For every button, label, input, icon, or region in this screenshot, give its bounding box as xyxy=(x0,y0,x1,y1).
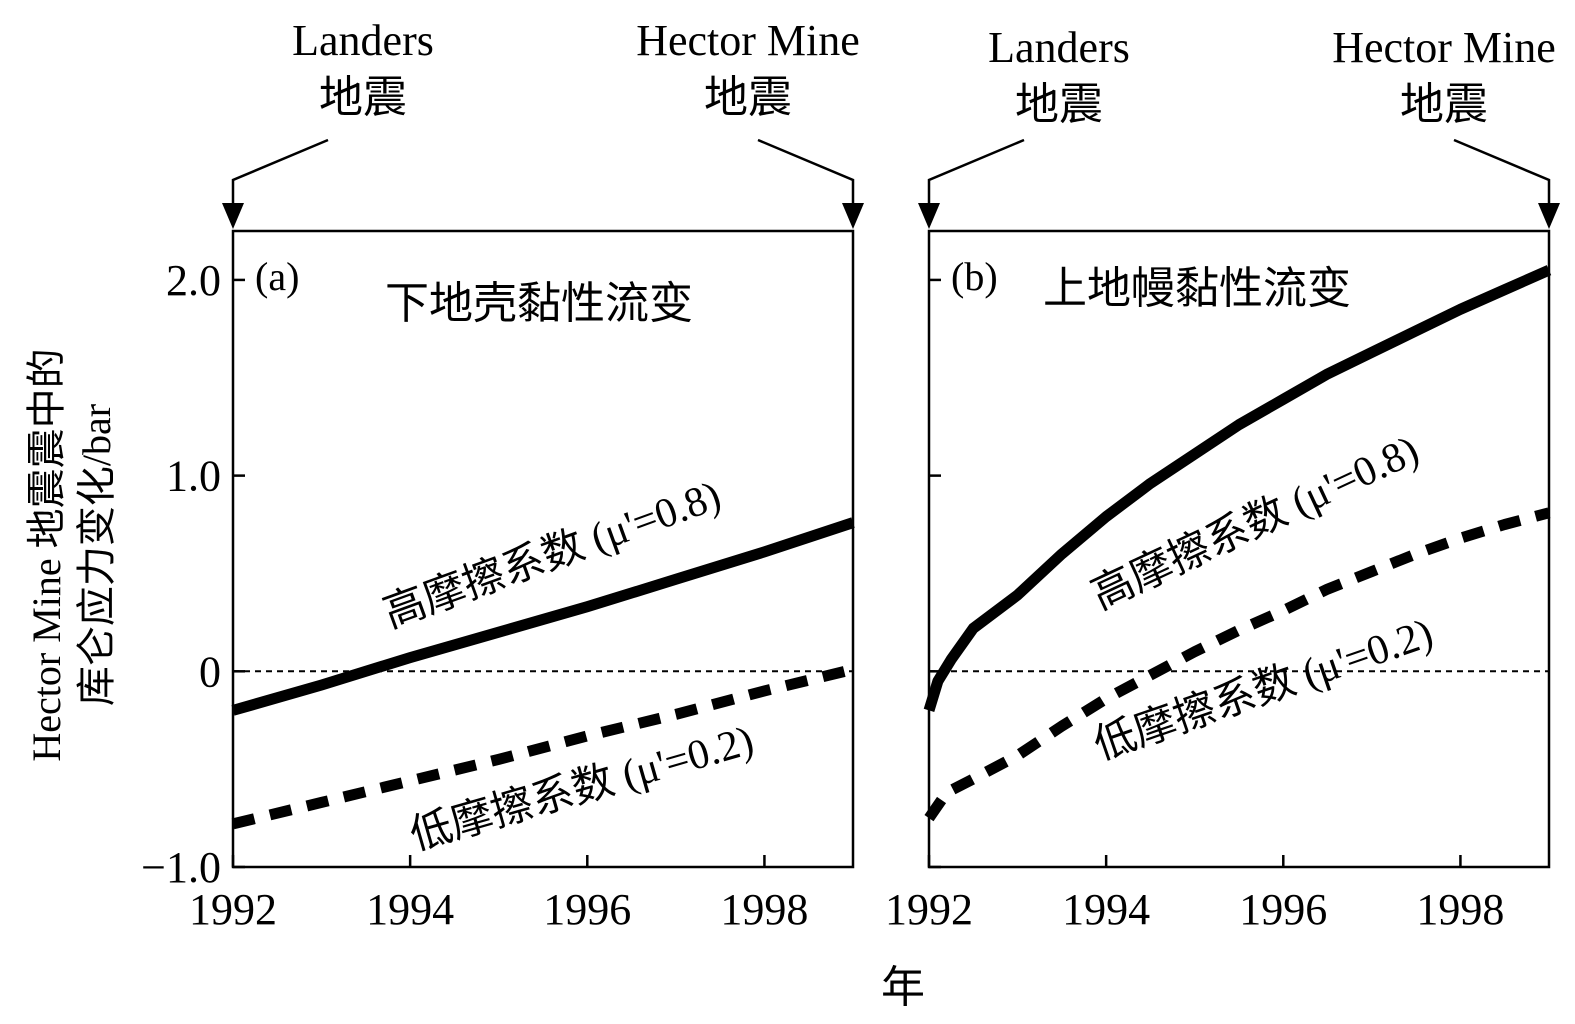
high-friction-curve xyxy=(923,265,1552,712)
high-friction-curve xyxy=(231,517,855,716)
event-label: 地震 xyxy=(1400,80,1488,129)
x-tick-label: 1992 xyxy=(189,885,277,934)
low-friction-label: 低摩擦系数 (μ'=0.2) xyxy=(1088,610,1439,770)
event-arrowhead xyxy=(918,203,940,229)
x-axis-title: 年 xyxy=(881,963,925,1012)
event-label: Landers xyxy=(292,16,434,65)
event-arrow xyxy=(927,138,1025,211)
panel-a: 1992 1994 1996 1998−1.001.02.0 (a)下地壳黏性流变高摩擦… xyxy=(141,16,864,934)
plot-frame xyxy=(927,229,1551,869)
x-tick-label: 1998 xyxy=(720,885,808,934)
event-label: 地震 xyxy=(319,73,407,122)
event-label: Hector Mine xyxy=(1332,23,1556,72)
event-arrowhead xyxy=(1538,203,1560,229)
y-tick-label: 0 xyxy=(199,647,221,696)
y-axis-title-line-2: 库仑应力变化/bar xyxy=(74,404,119,706)
plot-frame xyxy=(231,229,855,869)
y-tick-label: 1.0 xyxy=(166,452,221,501)
y-axis-title-line-1: Hector Mine 地震震中的 xyxy=(24,348,69,761)
event-label: 地震 xyxy=(1015,80,1103,129)
x-tick-label: 1996 xyxy=(543,885,631,934)
panel-label: (b) xyxy=(951,254,998,299)
y-tick-label: 2.0 xyxy=(166,256,221,305)
panel-title: 下地壳黏性流变 xyxy=(385,279,693,328)
event-label: Landers xyxy=(988,23,1130,72)
y-axis-title: Hector Mine 地震震中的 库仑应力变化/bar xyxy=(24,348,119,761)
event-label: Hector Mine xyxy=(636,16,860,65)
event-label: 地震 xyxy=(704,73,792,122)
event-arrowhead xyxy=(842,203,864,229)
x-tick-label: 1992 xyxy=(885,885,973,934)
event-arrow xyxy=(1453,138,1551,211)
x-tick-label: 1994 xyxy=(1062,885,1150,934)
event-arrowhead xyxy=(222,203,244,229)
low-friction-curve xyxy=(231,664,855,830)
x-tick-label: 1998 xyxy=(1416,885,1504,934)
panel-label: (a) xyxy=(255,254,299,299)
high-friction-label: 高摩擦系数 (μ'=0.8) xyxy=(1084,427,1425,620)
y-tick-label: −1.0 xyxy=(141,843,221,892)
x-tick-label: 1996 xyxy=(1239,885,1327,934)
panel-title: 上地幔黏性流变 xyxy=(1043,264,1351,313)
low-friction-curve xyxy=(924,507,1551,822)
event-arrow xyxy=(757,138,855,211)
event-arrow xyxy=(231,138,329,211)
x-tick-label: 1994 xyxy=(366,885,454,934)
